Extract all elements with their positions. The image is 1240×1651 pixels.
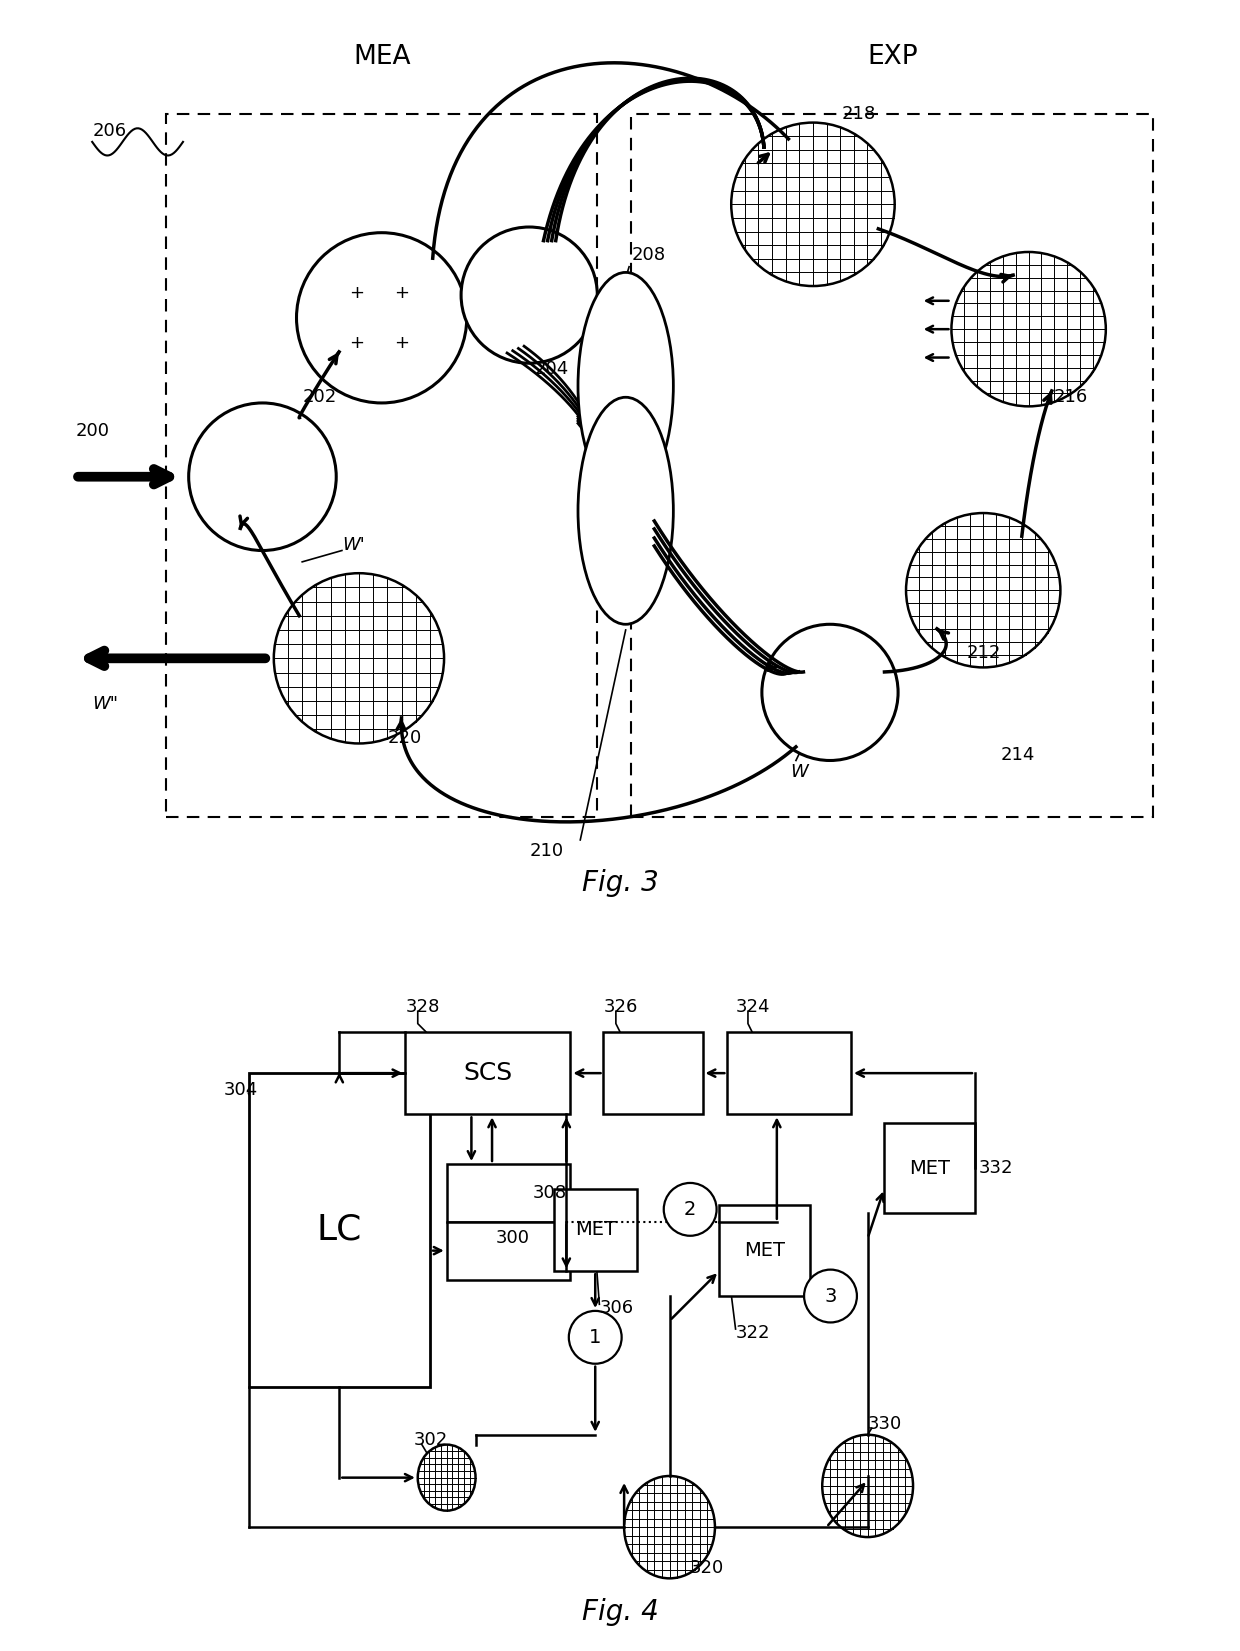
Text: 330: 330 xyxy=(868,1415,901,1433)
Text: 200: 200 xyxy=(76,423,109,441)
Text: 220: 220 xyxy=(387,728,422,746)
Text: MET: MET xyxy=(744,1242,785,1260)
Text: W': W' xyxy=(342,537,365,553)
Text: MET: MET xyxy=(574,1220,616,1240)
Text: 328: 328 xyxy=(405,999,440,1015)
Ellipse shape xyxy=(624,1476,715,1578)
Ellipse shape xyxy=(274,573,444,743)
Text: 306: 306 xyxy=(599,1299,634,1317)
Bar xyxy=(405,1032,570,1114)
Bar xyxy=(728,1032,851,1114)
Text: 204: 204 xyxy=(534,360,569,378)
Text: EXP: EXP xyxy=(867,45,918,69)
Circle shape xyxy=(663,1182,717,1235)
Bar xyxy=(446,1164,570,1222)
Text: 308: 308 xyxy=(532,1184,567,1202)
Ellipse shape xyxy=(732,122,895,286)
Text: 206: 206 xyxy=(92,122,126,140)
Bar xyxy=(604,1032,703,1114)
Text: 216: 216 xyxy=(1054,388,1087,406)
Text: 322: 322 xyxy=(735,1324,770,1342)
Text: 324: 324 xyxy=(735,999,770,1015)
Text: 3: 3 xyxy=(825,1286,837,1306)
Ellipse shape xyxy=(578,272,673,499)
Text: 304: 304 xyxy=(223,1081,258,1098)
Text: MET: MET xyxy=(909,1159,950,1177)
Circle shape xyxy=(188,403,336,550)
Text: Fig. 3: Fig. 3 xyxy=(582,868,658,896)
Bar xyxy=(884,1123,975,1213)
Text: +: + xyxy=(394,284,409,302)
Bar xyxy=(719,1205,810,1296)
Circle shape xyxy=(569,1311,621,1364)
Text: +: + xyxy=(394,334,409,352)
Ellipse shape xyxy=(578,398,673,624)
Text: 218: 218 xyxy=(841,104,875,122)
Text: 1: 1 xyxy=(589,1327,601,1347)
Circle shape xyxy=(461,228,598,363)
Text: 326: 326 xyxy=(604,999,637,1015)
Circle shape xyxy=(296,233,466,403)
Ellipse shape xyxy=(906,513,1060,667)
Text: LC: LC xyxy=(316,1213,362,1247)
Text: +: + xyxy=(350,284,365,302)
Bar xyxy=(554,1189,636,1271)
Text: MEA: MEA xyxy=(353,45,410,69)
Text: +: + xyxy=(350,334,365,352)
Bar xyxy=(166,114,598,817)
Circle shape xyxy=(761,624,898,761)
Ellipse shape xyxy=(418,1445,475,1511)
Text: 320: 320 xyxy=(691,1560,724,1577)
Text: 332: 332 xyxy=(980,1159,1013,1177)
Text: 2: 2 xyxy=(684,1200,697,1218)
Text: W: W xyxy=(790,763,808,781)
Ellipse shape xyxy=(822,1435,913,1537)
Text: 210: 210 xyxy=(529,842,563,860)
Text: 208: 208 xyxy=(631,246,666,264)
Circle shape xyxy=(804,1270,857,1322)
Text: W": W" xyxy=(92,695,118,713)
Text: Fig. 4: Fig. 4 xyxy=(582,1598,658,1626)
Bar xyxy=(446,1222,570,1280)
Text: 214: 214 xyxy=(1001,746,1034,764)
Text: 300: 300 xyxy=(496,1230,531,1247)
Text: 302: 302 xyxy=(414,1431,448,1450)
Bar xyxy=(631,114,1153,817)
Text: 202: 202 xyxy=(303,388,336,406)
Bar xyxy=(248,1073,430,1387)
Ellipse shape xyxy=(951,253,1106,406)
Text: SCS: SCS xyxy=(464,1062,512,1085)
Text: 212: 212 xyxy=(966,644,1001,662)
